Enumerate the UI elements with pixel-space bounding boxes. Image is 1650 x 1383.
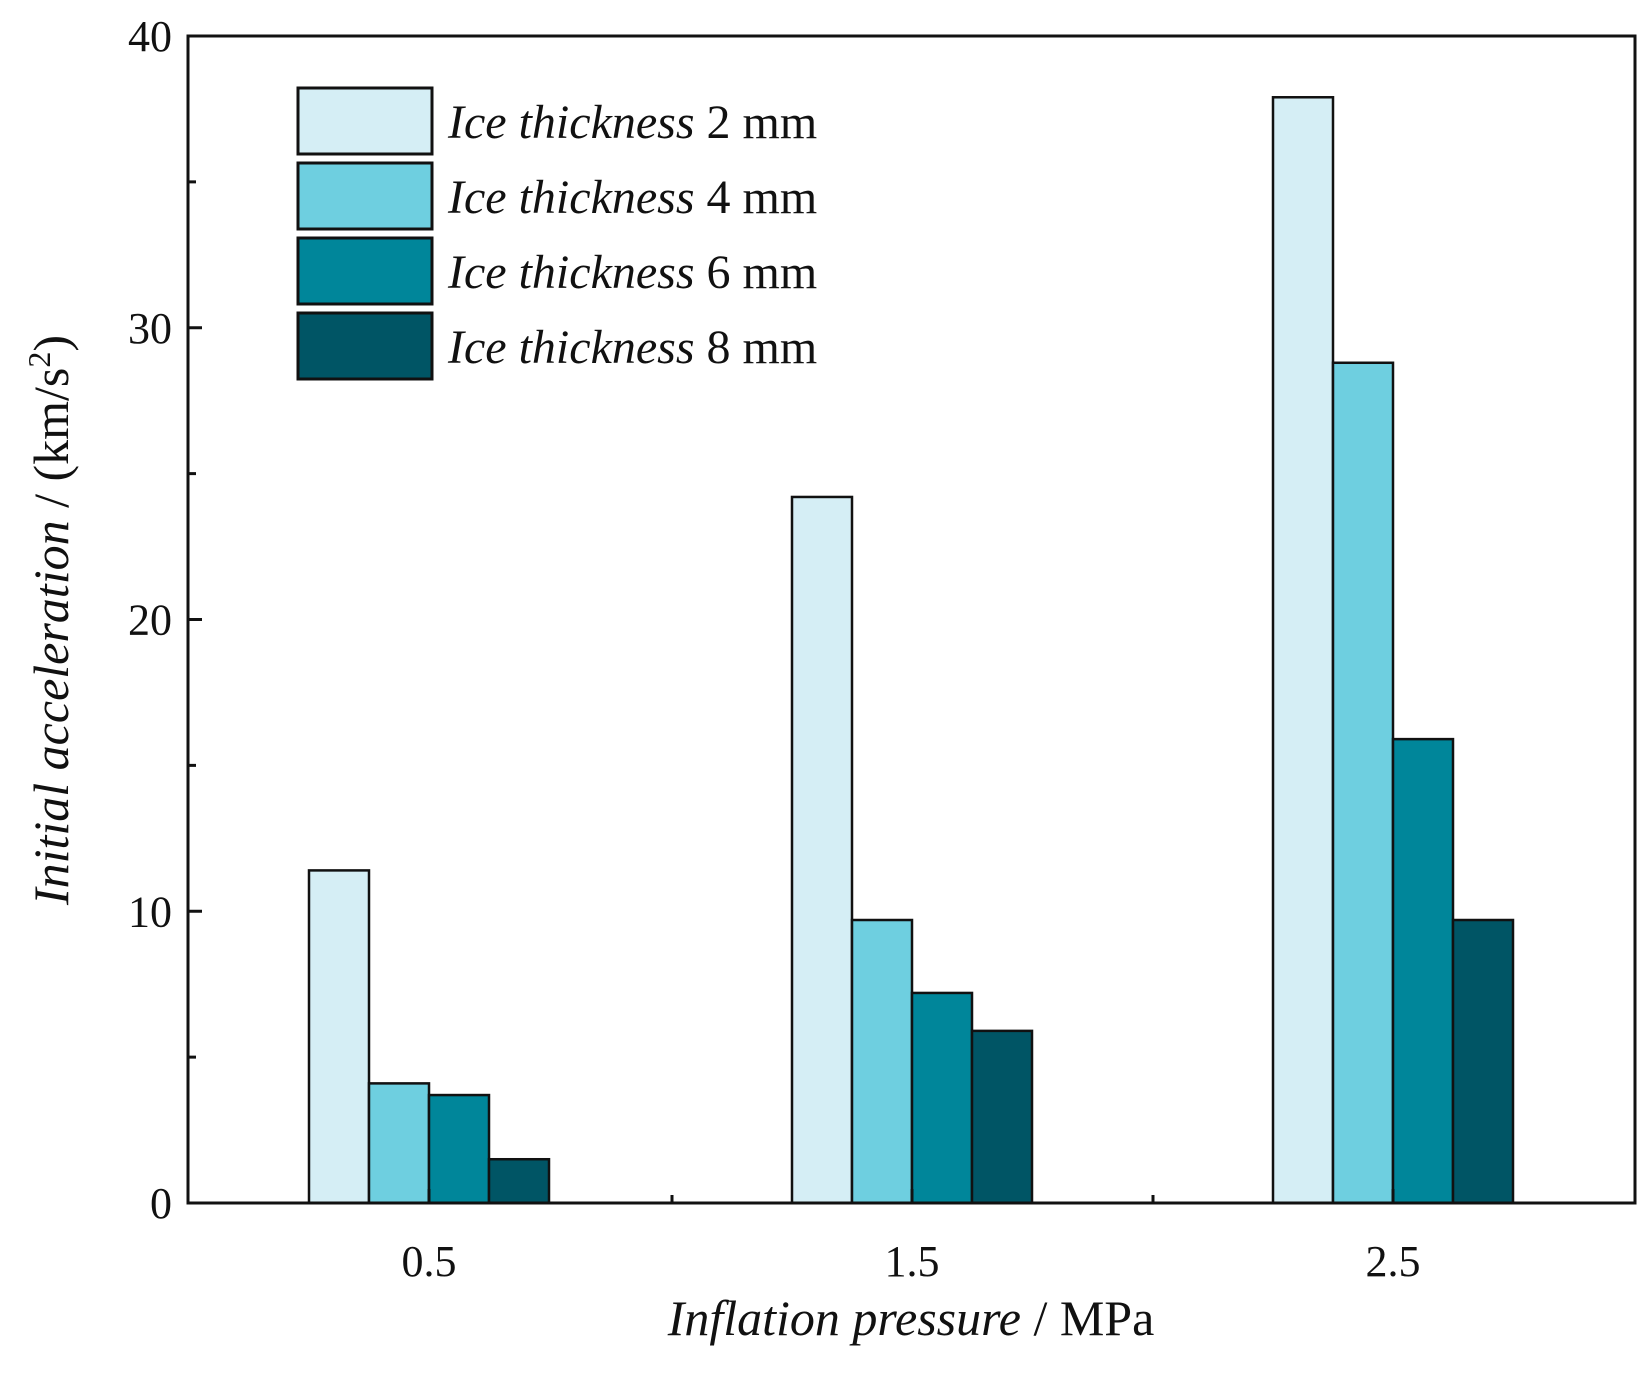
x-axis: 0.5 1.5 2.5 <box>402 1189 1421 1286</box>
legend-swatch <box>296 311 434 381</box>
bar-1.5-series-3 <box>910 991 974 1205</box>
bar-1.5-series-2 <box>850 918 914 1205</box>
x-tick-label: 2.5 <box>1366 1237 1421 1286</box>
legend-label: Ice thickness 4 mm <box>447 171 817 224</box>
bar-1.5-series-4 <box>970 1029 1034 1205</box>
legend-swatch <box>296 161 434 231</box>
bar-1.5-series-1 <box>790 495 854 1205</box>
bar-2.5-series-4 <box>1451 918 1515 1205</box>
bar-0.5-series-3 <box>427 1093 491 1205</box>
legend-swatch <box>296 236 434 306</box>
y-tick-label: 20 <box>128 596 172 645</box>
y-axis: 0 10 20 30 40 <box>128 12 202 1228</box>
legend-label: Ice thickness 6 mm <box>447 246 817 299</box>
y-tick-label: 10 <box>128 887 172 936</box>
y-tick-label: 0 <box>150 1179 172 1228</box>
legend-swatch <box>296 86 434 156</box>
bar-2.5-series-2 <box>1331 361 1395 1205</box>
x-tick-label: 1.5 <box>885 1237 940 1286</box>
bar-0.5-series-2 <box>367 1082 431 1205</box>
y-axis-title: Initial acceleration / (km/s2) <box>21 335 79 906</box>
y-tick-label: 40 <box>128 12 172 61</box>
y-tick-label: 30 <box>128 304 172 353</box>
bar-2.5-series-1 <box>1271 96 1335 1205</box>
legend-label: Ice thickness 8 mm <box>447 321 817 374</box>
bar-0.5-series-1 <box>307 869 371 1205</box>
legend-label: Ice thickness 2 mm <box>447 96 817 149</box>
x-tick-label: 0.5 <box>402 1237 457 1286</box>
bar-2.5-series-3 <box>1391 737 1455 1205</box>
legend: Ice thickness 2 mm Ice thickness 4 mm Ice … <box>296 86 817 381</box>
bar-0.5-series-4 <box>487 1157 551 1205</box>
x-axis-title: Inflation pressure / MPa <box>667 1290 1155 1346</box>
